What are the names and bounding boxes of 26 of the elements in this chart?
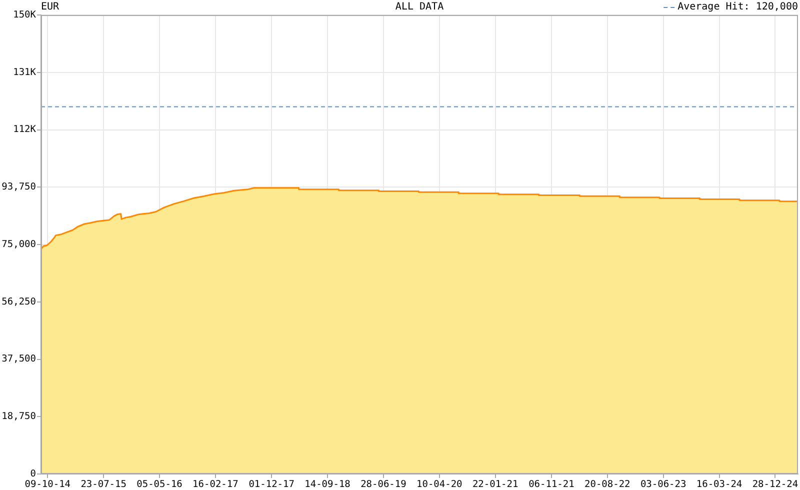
legend-label: Average Hit: 120,000	[678, 2, 798, 13]
x-tick-label: 28-06-19	[360, 479, 407, 490]
y-tick-label: 93,750	[2, 182, 36, 193]
x-tick-label: 16-03-24	[696, 479, 742, 490]
chart-title: EUR	[41, 2, 60, 13]
y-tick-label: 150K	[13, 9, 36, 20]
x-tick-label: 03-06-23	[640, 479, 686, 490]
y-tick-label: 112K	[13, 124, 36, 136]
x-tick-label: 22-01-21	[472, 479, 518, 490]
y-tick-label: 0	[30, 468, 36, 480]
y-tick-label: 18,750	[2, 411, 36, 422]
chart-subtitle: ALL DATA	[395, 2, 444, 13]
y-tick-label: 56,250	[2, 296, 36, 308]
x-tick-label: 09-10-14	[24, 479, 71, 490]
y-tick-label: 37,500	[2, 354, 36, 365]
x-tick-label: 23-07-15	[80, 479, 126, 490]
y-tick-label: 131K	[13, 66, 36, 78]
y-tick-label: 75,000	[2, 238, 36, 250]
x-tick-label: 20-08-22	[584, 479, 630, 490]
x-tick-label: 28-12-24	[752, 479, 798, 490]
x-tick-label: 05-05-16	[136, 479, 183, 490]
x-tick-label: 01-12-17	[248, 479, 294, 490]
x-tick-label: 06-11-21	[528, 479, 575, 490]
x-tick-label: 16-02-17	[192, 479, 238, 490]
x-tick-label: 10-04-20	[416, 479, 463, 490]
x-tick-label: 14-09-18	[304, 479, 351, 490]
